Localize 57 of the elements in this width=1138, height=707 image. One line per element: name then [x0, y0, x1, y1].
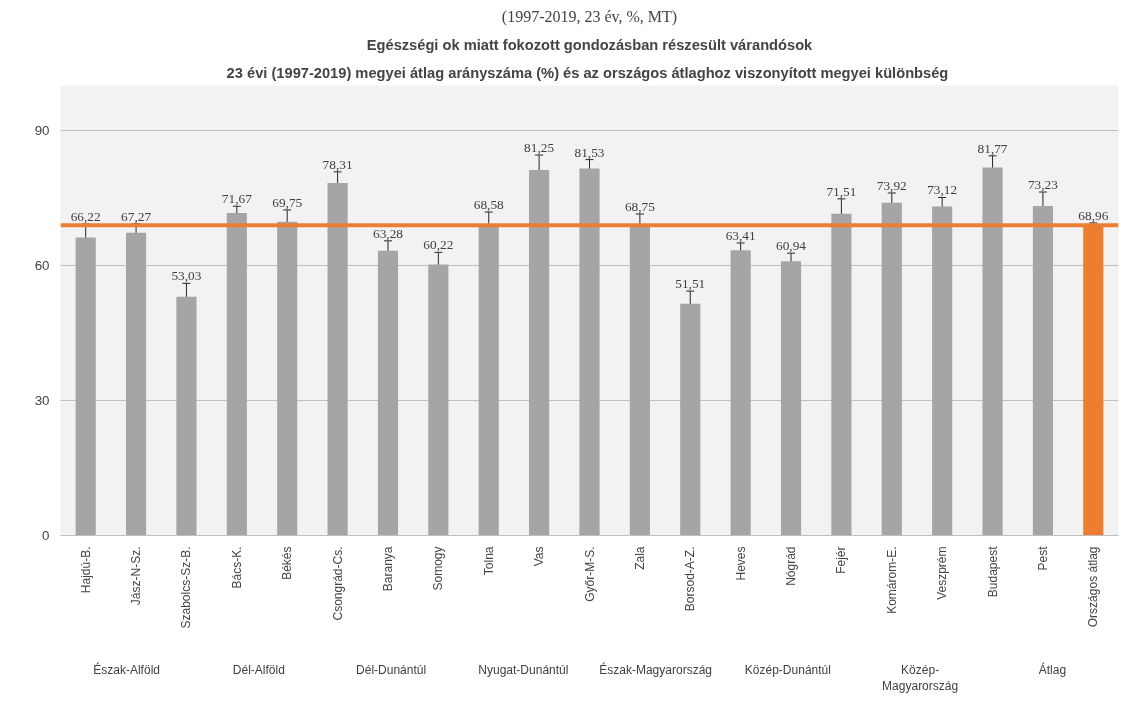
x-tick-label: Hajdú-B. [78, 546, 93, 594]
x-tick-label: Országos átlag [1086, 546, 1101, 628]
x-tick-label: Veszprém [935, 546, 950, 600]
x-tick-label: Nógrád [784, 546, 799, 586]
data-label: 60,94 [776, 238, 807, 254]
x-tick-label: Békés [280, 546, 295, 580]
text: Közép-Dunántúl [744, 662, 831, 677]
data-label: 68,75 [624, 198, 656, 214]
y-tick-label: 90 [34, 123, 50, 138]
text: Észak-Alföld [93, 661, 160, 677]
data-label: 60,22 [423, 237, 454, 253]
data-label: 68,96 [1078, 207, 1109, 223]
text: Dél-Alföld [232, 662, 285, 677]
text: Dél-Dunántúl [356, 662, 427, 677]
x-tick-label: Komárom-E. [884, 546, 899, 614]
data-label: 67,27 [121, 208, 152, 224]
x-tick-label: Baranya [380, 546, 395, 592]
x-tick-label: Pest [1035, 545, 1050, 571]
data-label: 71,51 [826, 183, 857, 199]
data-label: 81,77 [977, 140, 1008, 156]
x-tick-label: Jász-N-Sz. [129, 546, 144, 606]
data-label: 78,31 [322, 156, 353, 172]
x-tick-label: Csongrád-Cs. [330, 546, 345, 621]
x-tick-label: Szabolcs-Sz-B. [179, 546, 194, 629]
x-tick-label: Borsod-A-Z. [683, 546, 698, 612]
y-tick-label: 30 [34, 393, 50, 408]
text: Nyugat-Dunántúl [478, 662, 569, 677]
x-tick-label: Győr-M-S. [582, 546, 597, 602]
x-tick-label: Bács-K. [229, 546, 244, 589]
x-tick-label: Heves [733, 546, 748, 581]
data-label: 73,23 [1027, 177, 1059, 193]
data-label: 53,03 [171, 268, 202, 284]
data-label: 71,67 [221, 191, 253, 207]
data-label: 81,53 [574, 144, 605, 160]
data-label: 68,58 [473, 197, 505, 213]
chart-subtitle: 23 évi (1997-2019) megyei átlag arányszáma (%) és az országos átlaghoz viszonyított megyei különbség [226, 64, 949, 81]
data-label: 66,22 [70, 209, 101, 225]
data-label: 63,28 [372, 225, 404, 241]
x-tick-label: Somogy [431, 546, 446, 591]
data-label: 81,25 [524, 140, 555, 156]
text: Közép- Magyarország [882, 662, 959, 694]
y-tick-label: 0 [42, 528, 50, 543]
data-label: 69,75 [272, 194, 303, 210]
data-label: 73,92 [876, 177, 907, 193]
text: (1997-2019, 23 év, %, MT) [501, 7, 678, 26]
x-tick-label: Vas [532, 546, 547, 567]
data-label: 63,41 [725, 227, 756, 243]
data-label: 51,51 [675, 276, 706, 292]
data-label: 73,12 [927, 182, 958, 198]
chart-title: Egészségi ok miatt fokozott gondozásban részesült várandósok [366, 36, 814, 53]
text: Észak-Magyarország [599, 661, 712, 677]
x-tick-label: Zala [632, 546, 647, 570]
text: Átlag [1038, 661, 1067, 677]
y-tick-label: 60 [34, 258, 50, 273]
x-tick-label: Tolna [481, 546, 496, 576]
x-tick-label: Budapest [985, 545, 1000, 598]
x-tick-label: Fejér [834, 546, 849, 574]
